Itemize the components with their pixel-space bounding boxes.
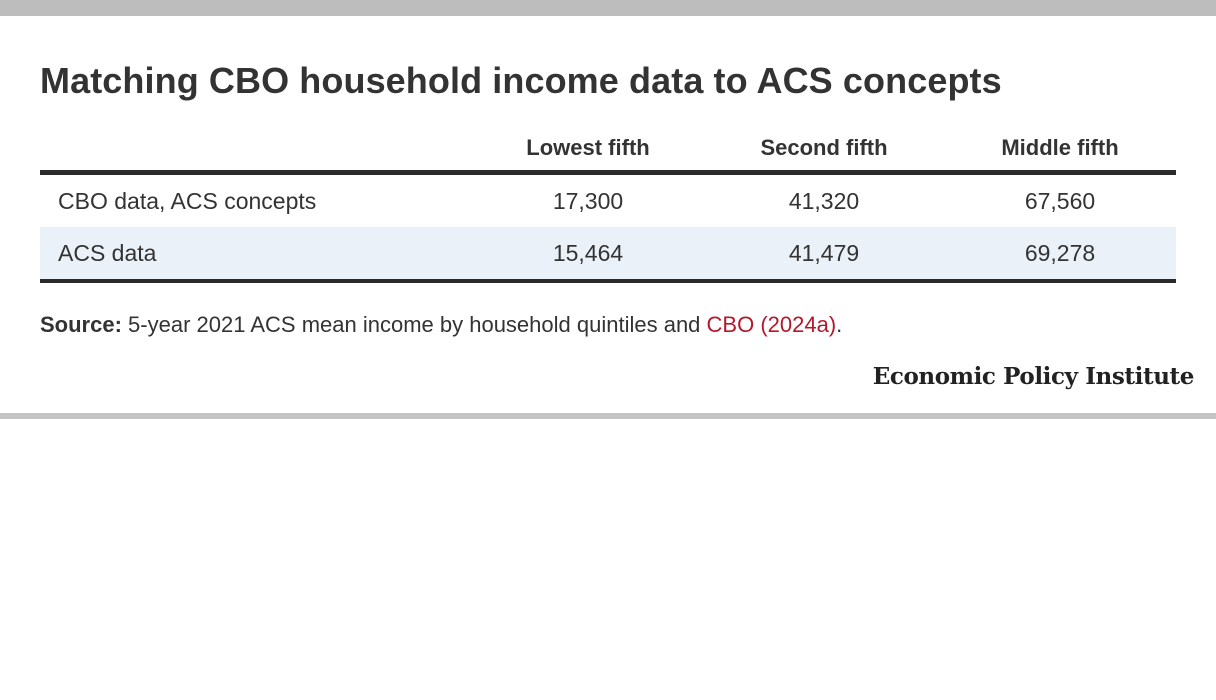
row-label: ACS data	[40, 227, 472, 283]
top-divider	[0, 0, 1216, 16]
column-header-second-fifth: Second fifth	[704, 126, 944, 175]
cell-value: 67,560	[1024, 187, 1096, 214]
source-link-cbo[interactable]: CBO (2024a)	[706, 312, 837, 337]
source-label: Source:	[40, 312, 122, 337]
column-header-lowest-fifth: Lowest fifth	[472, 126, 704, 175]
table-row-acs: ACS data 15,464 41,479 69,278	[40, 227, 1176, 283]
cell-value: 17,300	[552, 187, 624, 214]
source-text: 5-year 2021 ACS mean income by household…	[128, 312, 701, 337]
column-header-blank	[40, 126, 472, 175]
column-header-middle-fifth: Middle fifth	[944, 126, 1176, 175]
cell-value: 15,464	[472, 227, 704, 283]
cell-value: 41,479	[704, 227, 944, 283]
source-suffix: .	[836, 312, 843, 337]
table-row-cbo: CBO data, ACS concepts 17,300 41,320 67,…	[40, 173, 1176, 228]
publisher-logo: Economic Policy Institute	[872, 363, 1195, 390]
bottom-divider	[0, 413, 1216, 419]
table-header-row: Lowest fifth Second fifth Middle fifth	[40, 126, 1176, 175]
source-note: Source: 5-year 2021 ACS mean income by h…	[40, 312, 842, 338]
cell-value: 41,320	[788, 187, 860, 214]
row-label: CBO data, ACS concepts	[58, 187, 317, 214]
cell-value: 69,278	[944, 227, 1176, 283]
data-table: Lowest fifth Second fifth Middle fifth C…	[40, 126, 1176, 283]
chart-title: Matching CBO household income data to AC…	[40, 60, 1002, 101]
